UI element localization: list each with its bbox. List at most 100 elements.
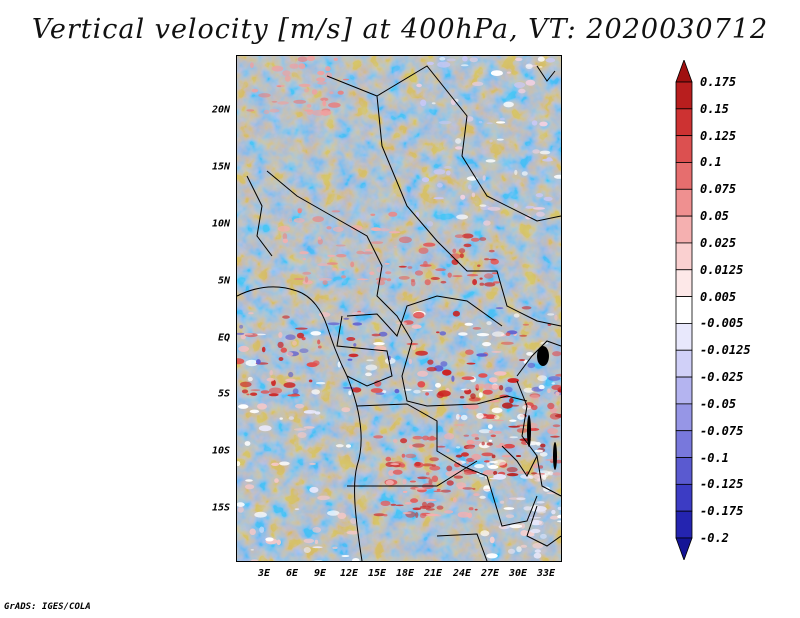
velocity-patch [394,388,400,394]
velocity-patch [328,102,341,108]
velocity-patch [506,473,519,477]
velocity-patch [457,511,470,518]
velocity-patch [390,463,400,466]
velocity-patch [465,349,474,355]
velocity-patch [496,138,504,141]
grads-credit: GrADS: IGES/COLA [4,602,91,612]
velocity-patch [304,88,309,93]
velocity-patch [326,226,332,230]
velocity-patch [503,101,514,108]
velocity-patch [245,484,255,490]
velocity-patch [452,310,460,317]
velocity-patch [474,437,480,440]
velocity-patch [249,528,256,536]
velocity-patch [417,370,429,377]
velocity-patch [317,345,322,349]
velocity-patch [488,430,494,434]
velocity-patch [374,380,382,387]
velocity-patch [495,307,504,310]
velocity-patch [451,375,455,382]
colorbar-bin [675,108,693,137]
velocity-patch [478,475,485,477]
velocity-patch [501,455,512,458]
velocity-patch [405,453,417,459]
velocity-patch [237,461,241,467]
velocity-patch [523,506,532,511]
velocity-patch [454,234,464,238]
velocity-patch [507,548,516,554]
velocity-patch [552,472,561,476]
velocity-patch [531,472,538,475]
velocity-patch [269,108,280,113]
velocity-patch [341,555,350,557]
colorbar-bin [675,188,693,217]
velocity-patch [539,150,551,155]
colorbar-label: -0.05 [700,396,737,411]
velocity-patch [285,334,296,341]
velocity-patch [455,138,462,144]
velocity-patch [545,58,556,63]
velocity-patch [517,413,525,420]
velocity-patch [472,487,476,490]
velocity-patch [491,272,499,275]
velocity-patch [466,274,479,277]
velocity-patch [508,425,521,428]
velocity-patch [238,404,249,409]
velocity-patch [327,510,340,516]
velocity-patch [385,456,392,462]
velocity-patch [266,377,275,382]
velocity-patch [295,403,304,409]
velocity-patch [303,426,315,429]
velocity-patch [426,61,434,66]
velocity-patch [369,271,375,275]
velocity-patch [314,560,323,561]
velocity-patch [288,371,294,378]
velocity-patch [347,358,353,361]
colorbar-label: 0.175 [700,75,737,89]
velocity-patch [312,546,323,549]
velocity-patch [474,383,486,389]
velocity-patch [385,479,394,486]
velocity-patch [306,104,312,108]
border-car [346,295,503,337]
velocity-patch [278,332,283,338]
velocity-patch [248,312,254,315]
velocity-patch [375,277,388,281]
velocity-patch [551,509,556,515]
velocity-patch [504,386,513,393]
velocity-patch [426,221,434,227]
velocity-patch [370,388,383,393]
velocity-patch [555,391,560,396]
velocity-patch [437,183,443,188]
velocity-patch [557,520,561,523]
velocity-patch [455,454,463,458]
velocity-patch [419,512,426,519]
velocity-patch [271,100,278,103]
velocity-patch [271,462,280,466]
colorbar-label: -0.2 [700,531,729,545]
lon-label-18e: 18E [395,568,415,579]
velocity-patch [282,233,288,240]
velocity-patch [425,392,429,396]
velocity-patch [327,322,340,326]
velocity-patch [460,414,468,421]
velocity-patch [297,208,302,214]
velocity-patch [421,389,434,392]
lon-label-24e: 24E [452,568,472,579]
velocity-patch [433,197,444,200]
velocity-patch [438,120,452,125]
field-turbulence [237,56,561,561]
velocity-patch [473,493,480,497]
velocity-patch [427,359,434,365]
velocity-patch [458,332,468,336]
velocity-patch [378,331,388,337]
velocity-patch [470,237,480,242]
velocity-patch [392,438,398,443]
velocity-patch [447,272,452,278]
velocity-patch [552,424,561,428]
velocity-patch [386,278,392,282]
velocity-patch [413,311,425,319]
lat-label-5n: 5N [217,275,230,287]
velocity-patch [385,271,392,275]
velocity-patch [509,524,523,529]
